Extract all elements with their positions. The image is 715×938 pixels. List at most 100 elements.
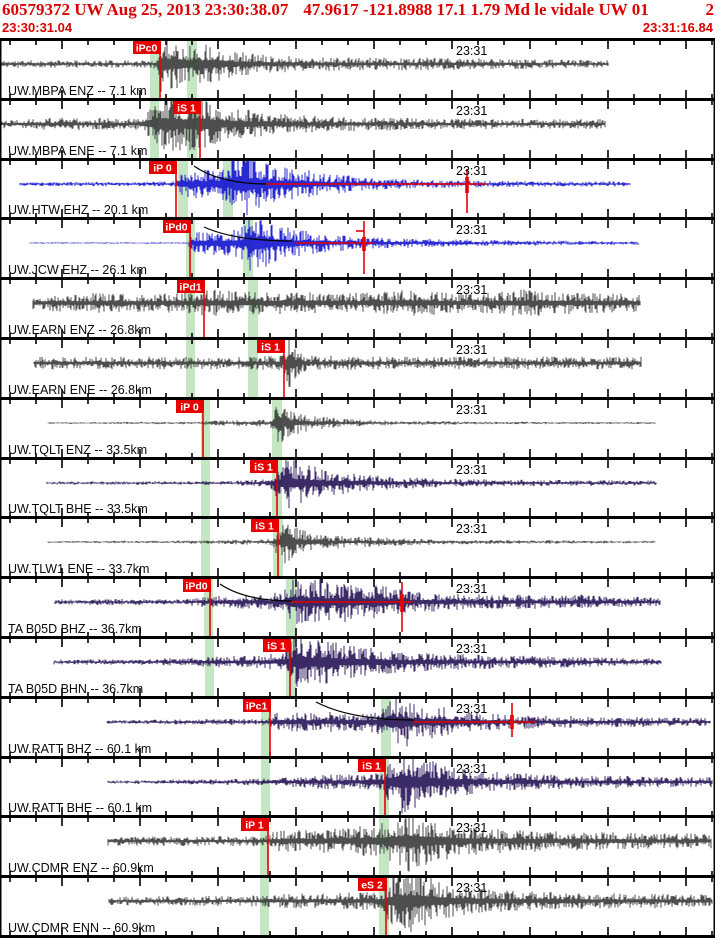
panel-left-border	[0, 340, 2, 397]
panel-left-border	[0, 280, 2, 337]
phase-pick-flag[interactable]	[173, 101, 201, 114]
station-label: UW.TQLT ENZ -- 33.5km	[8, 443, 147, 457]
trace-panel[interactable]: iS 1 23:31 UW.RATT BHE -- 60.1 km	[0, 756, 715, 815]
minute-label: 23:31	[456, 642, 487, 656]
trace-panel[interactable]: iPd0 23:31 TA B05D BHZ -- 36.7km	[0, 576, 715, 636]
panel-right-border	[713, 639, 715, 696]
phase-pick-flag[interactable]	[241, 818, 269, 831]
seismogram-trace	[47, 524, 656, 564]
coda-decay-curve	[315, 701, 415, 721]
phase-pick-flag[interactable]	[250, 460, 278, 473]
seismogram-trace	[106, 699, 711, 747]
trace-panel[interactable]: iS 1 23:31 UW.TQLT BHE -- 33.5km	[0, 457, 715, 516]
waveform-plot: iS 1 23:31 UW.EARN ENE -- 26.8km	[0, 340, 715, 397]
trace-panel[interactable]: eS 2 23:31 UW.CDMR ENN -- 60.9km	[0, 875, 715, 935]
phase-pick-flag[interactable]	[358, 759, 386, 772]
phase-pick-label: iPd0	[165, 222, 187, 234]
seismogram-trace	[32, 289, 641, 316]
phase-pick-flag[interactable]	[251, 519, 279, 532]
panel-left-border	[0, 699, 2, 756]
waveform-plot: iP 0 23:31 UW.TQLT ENZ -- 33.5km	[0, 400, 715, 457]
phase-pick-label: iS 1	[267, 641, 286, 653]
station-label: UW.EARN ENE -- 26.8km	[8, 383, 152, 397]
panel-right-border	[713, 759, 715, 815]
trace-panel[interactable]: iP 0 23:31 UW.TQLT ENZ -- 33.5km	[0, 397, 715, 457]
phase-window-band	[201, 460, 210, 516]
event-header: 60579372 UW Aug 25, 2013 23:30:38.07 47.…	[2, 0, 714, 20]
phase-pick-flag[interactable]	[243, 699, 271, 712]
minute-label: 23:31	[456, 762, 487, 776]
phase-pick-label: eS 2	[361, 880, 383, 892]
time-ticks	[9, 41, 713, 98]
trace-panel[interactable]: iPd0 23:31 UW.JCW EHZ -- 26.1 km	[0, 217, 715, 277]
station-label: UW.EARN ENZ -- 26.8km	[8, 323, 151, 337]
window-end-time: 23:31:16.84	[642, 20, 713, 35]
panel-left-border	[0, 400, 2, 457]
phase-pick-flag[interactable]	[358, 878, 387, 891]
station-label: UW.TQLT BHE -- 33.5km	[8, 502, 148, 516]
trace-panel[interactable]: iS 1 23:31 TA B05D BHN -- 36.7km	[0, 636, 715, 696]
seismogram-trace	[107, 759, 713, 814]
trace-panel[interactable]: iPd1 23:31 UW.EARN ENZ -- 26.8km	[0, 277, 715, 337]
waveform-plot: iP 0 23:31 UW.HTW EHZ -- 20.1 km	[0, 161, 715, 217]
phase-pick-flag[interactable]	[257, 340, 285, 353]
trace-panel[interactable]: iS 1 23:31 UW.EARN ENE -- 26.8km	[0, 337, 715, 397]
panel-left-border	[0, 41, 2, 98]
seismogram-trace	[33, 340, 642, 387]
panel-right-border	[713, 280, 715, 337]
panel-right-border	[713, 699, 715, 756]
waveform-plot: iPd1 23:31 UW.EARN ENZ -- 26.8km	[0, 280, 715, 337]
waveform-plot: iS 1 23:31 UW.MBPA ENE -- 7.1 km	[0, 101, 715, 158]
phase-pick-flag[interactable]	[133, 41, 161, 54]
waveform-plot: iS 1 23:31 UW.TLW1 ENE -- 33.7km	[0, 519, 715, 576]
phase-window-band	[261, 699, 270, 756]
station-label: UW.CDMR ENN -- 60.9km	[8, 921, 155, 935]
phase-pick-flag[interactable]	[163, 220, 191, 233]
panel-left-border	[0, 818, 2, 875]
waveform-plot: eS 2 23:31 UW.CDMR ENN -- 60.9km	[0, 878, 715, 935]
trace-panel[interactable]: iPc1 23:31 UW.RATT BHZ -- 60.1 km	[0, 696, 715, 756]
panel-right-border	[713, 579, 715, 636]
phase-window-band	[286, 579, 296, 636]
station-label: UW.CDMR ENZ -- 60.9km	[8, 861, 154, 875]
station-label: UW.MBPA ENE -- 7.1 km	[8, 144, 147, 158]
phase-pick-label: iS 1	[261, 342, 280, 354]
phase-pick-label: iS 1	[254, 462, 273, 474]
phase-window-band	[248, 340, 258, 397]
phase-window-band	[201, 400, 210, 457]
phase-pick-flag[interactable]	[177, 280, 205, 293]
phase-window-band	[261, 759, 270, 815]
time-ticks	[9, 340, 713, 397]
phase-window-band	[205, 639, 214, 696]
coda-marker-handle[interactable]	[400, 594, 404, 612]
phase-window-band	[223, 161, 233, 217]
panel-right-border	[713, 519, 715, 576]
minute-label: 23:31	[456, 44, 487, 58]
coda-marker-handle[interactable]	[362, 237, 366, 251]
coda-marker-handle[interactable]	[510, 715, 514, 729]
trace-panel[interactable]: iPc0 23:31 UW.MBPA ENZ -- 7.1 km	[0, 38, 715, 98]
minute-label: 23:31	[456, 522, 487, 536]
minute-label: 23:31	[456, 164, 487, 178]
time-ticks	[9, 101, 713, 158]
phase-pick-label: iPd0	[185, 581, 207, 593]
phase-window-band	[201, 519, 210, 576]
trace-panel[interactable]: iP 0 23:31 UW.HTW EHZ -- 20.1 km	[0, 158, 715, 217]
phase-pick-flag[interactable]	[263, 639, 291, 652]
trace-panel[interactable]: iP 1 23:31 UW.CDMR ENZ -- 60.9km	[0, 815, 715, 875]
trace-panel[interactable]: iS 1 23:31 UW.TLW1 ENE -- 33.7km	[0, 516, 715, 576]
station-label: TA B05D BHZ -- 36.7km	[8, 622, 142, 636]
coda-marker-handle[interactable]	[465, 177, 469, 193]
phase-pick-flag[interactable]	[176, 400, 204, 413]
phase-pick-flag[interactable]	[149, 161, 177, 174]
trace-panel[interactable]: iS 1 23:31 UW.MBPA ENE -- 7.1 km	[0, 98, 715, 158]
phase-pick-label: iPc1	[246, 701, 268, 713]
waveform-plot: iPd0 23:31 TA B05D BHZ -- 36.7km	[0, 579, 715, 636]
time-ticks	[9, 280, 713, 337]
phase-pick-flag[interactable]	[183, 579, 211, 592]
phase-window-band	[150, 41, 159, 98]
waveform-plot: iS 1 23:31 UW.RATT BHE -- 60.1 km	[0, 759, 715, 815]
coda-decay-curve	[193, 165, 269, 185]
seismogram-trace	[1, 41, 609, 92]
